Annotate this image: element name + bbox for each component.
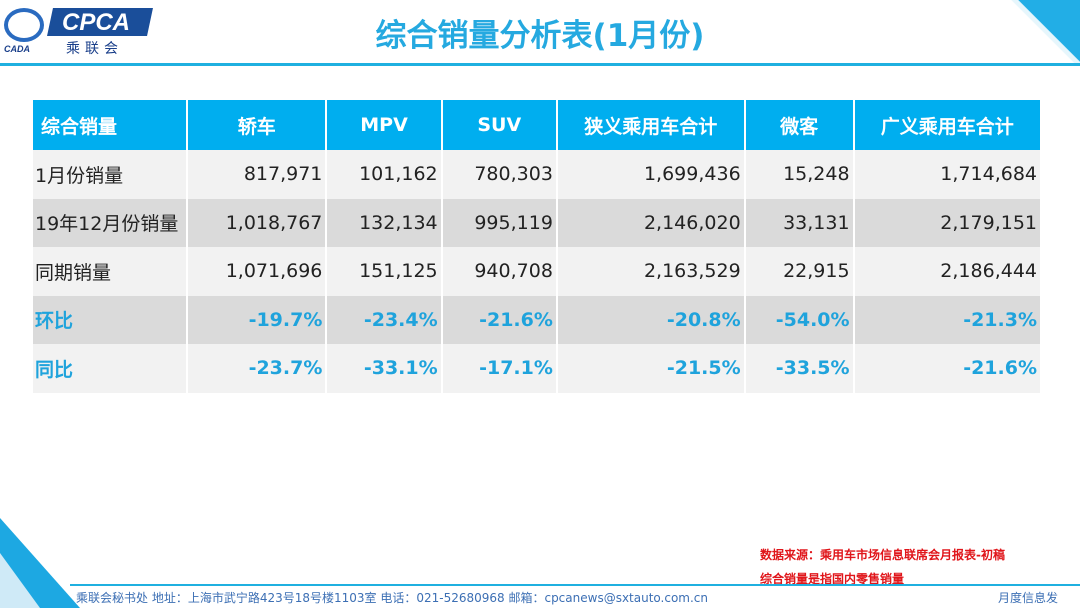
table-cell: 22,915 <box>743 247 854 296</box>
table-cell: 1,071,696 <box>185 247 327 296</box>
table-cell: 817,971 <box>185 150 327 199</box>
col-header: 轿车 <box>185 100 327 150</box>
table-cell: 2,146,020 <box>555 198 745 247</box>
col-header: 综合销量 <box>33 100 187 150</box>
table-cell: -21.3% <box>852 295 1040 344</box>
footer-right: 月度信息发 <box>997 591 1058 605</box>
page-title: 综合销量分析表(1月份) <box>375 18 705 54</box>
table-cell: 1,699,436 <box>555 150 745 199</box>
footer-contact: 乘联会秘书处 地址：上海市武宁路423号18号楼1103室 电话：021-526… <box>76 591 709 605</box>
table-cell: 132,134 <box>325 198 442 247</box>
table-cell: -23.7% <box>185 344 327 393</box>
emblem-icon <box>4 8 44 42</box>
source-note: 数据来源：乘用车市场信息联席会月报表-初稿 <box>760 548 1005 562</box>
table-cell: 995,119 <box>440 198 557 247</box>
table-cell: -21.6% <box>852 344 1040 393</box>
table-cell: 1,018,767 <box>185 198 327 247</box>
row-label: 同比 <box>33 344 187 393</box>
table-cell: 101,162 <box>325 150 442 199</box>
col-header: 微客 <box>743 100 854 150</box>
sales-table: 综合销量 轿车 MPV SUV 狭义乘用车合计 微客 广义乘用车合计 1月份销量… <box>33 100 1040 393</box>
row-label: 同期销量 <box>33 247 187 296</box>
table-cell: 780,303 <box>440 150 557 199</box>
row-label: 1月份销量 <box>33 150 187 199</box>
table-cell: -33.1% <box>325 344 442 393</box>
table-cell: -33.5% <box>743 344 854 393</box>
table-cell: 2,179,151 <box>852 198 1040 247</box>
logo-sub: CADA <box>4 44 30 54</box>
col-header: 狭义乘用车合计 <box>555 100 745 150</box>
table-cell: 33,131 <box>743 198 854 247</box>
table-cell: -23.4% <box>325 295 442 344</box>
table-row: 环比 -19.7% -23.4% -21.6% -20.8% -54.0% -21.3% <box>33 295 1040 344</box>
corner-decoration-bottom-light <box>0 553 40 608</box>
logo-brand: CPCA <box>62 9 131 36</box>
row-label: 19年12月份销量 <box>33 198 187 247</box>
table-cell: -54.0% <box>743 295 854 344</box>
table-cell: 151,125 <box>325 247 442 296</box>
col-header: 广义乘用车合计 <box>852 100 1040 150</box>
header-divider <box>0 63 1080 66</box>
notes: 数据来源：乘用车市场信息联席会月报表-初稿 综合销量是指国内零售销量 <box>760 543 1005 591</box>
col-header: SUV <box>440 100 557 150</box>
table-header: 综合销量 轿车 MPV SUV 狭义乘用车合计 微客 广义乘用车合计 <box>33 100 1040 150</box>
col-header: MPV <box>325 100 442 150</box>
row-label: 环比 <box>33 295 187 344</box>
table-cell: -19.7% <box>185 295 327 344</box>
cpca-logo: CADA CPCA 乘联会 <box>4 6 154 57</box>
table-cell: -21.6% <box>440 295 557 344</box>
table-cell: 2,186,444 <box>852 247 1040 296</box>
table-cell: -21.5% <box>555 344 745 393</box>
table-row: 1月份销量 817,971 101,162 780,303 1,699,436 15,24… <box>33 150 1040 199</box>
definition-note: 综合销量是指国内零售销量 <box>760 572 905 586</box>
table-cell: 2,163,529 <box>555 247 745 296</box>
table-row: 同比 -23.7% -33.1% -17.1% -21.5% -33.5% -21.6% <box>33 344 1040 393</box>
table-cell: -17.1% <box>440 344 557 393</box>
table-cell: 15,248 <box>743 150 854 199</box>
table-cell: 940,708 <box>440 247 557 296</box>
table-row: 19年12月份销量 1,018,767 132,134 995,119 2,146,02… <box>33 198 1040 247</box>
table-cell: -20.8% <box>555 295 745 344</box>
table-cell: 1,714,684 <box>852 150 1040 199</box>
footer-divider <box>70 584 1080 586</box>
corner-stripe <box>1010 0 1080 66</box>
table-row: 同期销量 1,071,696 151,125 940,708 2,163,529 22,9… <box>33 247 1040 296</box>
logo-cn: 乘联会 <box>66 41 123 57</box>
